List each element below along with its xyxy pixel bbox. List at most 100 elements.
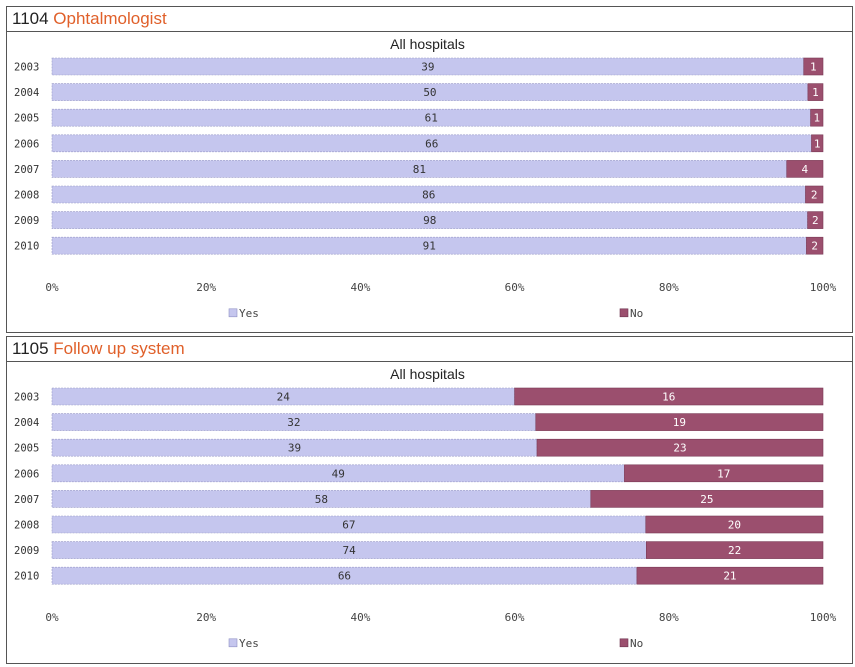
category-label: 2005 xyxy=(14,443,39,455)
bar-yes xyxy=(51,515,647,534)
x-tick-label: 0% xyxy=(45,611,59,624)
bar-no xyxy=(645,515,824,534)
bar-yes xyxy=(51,211,808,229)
bar-yes xyxy=(51,566,638,585)
data-label-no: 2 xyxy=(812,214,819,227)
category-label: 2010 xyxy=(14,571,39,583)
data-label-yes: 66 xyxy=(338,570,351,583)
data-label-no: 1 xyxy=(810,61,817,74)
panel-code: 1105 xyxy=(12,339,49,358)
data-label-yes: 91 xyxy=(423,240,436,253)
bar-no xyxy=(636,566,824,585)
bar-yes xyxy=(51,134,812,153)
data-label-yes: 61 xyxy=(425,112,438,125)
bar-no xyxy=(514,387,824,406)
data-label-no: 1 xyxy=(813,112,820,125)
data-label-yes: 66 xyxy=(425,137,438,150)
bar-yes xyxy=(51,541,647,559)
data-label-no: 16 xyxy=(662,391,675,404)
chart-panel-ophtalmologist: 1104 Ophtalmologist All hospitals 2003 39 1… xyxy=(6,6,853,333)
bar-no xyxy=(590,490,824,508)
data-label-no: 21 xyxy=(723,570,736,583)
stacked-bar-chart: All hospitals 2003 39 1 2004 50 1 2005 61 1 2006 66… xyxy=(14,36,837,320)
legend-yes-label: Yes xyxy=(239,637,259,650)
data-label-yes: 39 xyxy=(288,442,301,455)
x-tick-label: 100% xyxy=(810,281,837,294)
data-label-no: 1 xyxy=(812,86,819,99)
bar-no xyxy=(646,541,824,559)
x-tick-label: 60% xyxy=(505,611,525,624)
category-label: 2004 xyxy=(14,87,39,99)
data-label-no: 4 xyxy=(802,163,809,176)
bar-no xyxy=(807,83,824,101)
data-label-no: 17 xyxy=(717,467,730,480)
category-label: 2007 xyxy=(14,164,39,176)
x-tick-label: 20% xyxy=(196,611,216,624)
x-tick-label: 40% xyxy=(350,611,370,624)
category-label: 2009 xyxy=(14,545,39,557)
legend-yes-label: Yes xyxy=(239,307,259,320)
data-label-yes: 86 xyxy=(422,189,435,202)
data-label-yes: 32 xyxy=(287,416,300,429)
data-label-yes: 67 xyxy=(342,519,355,532)
data-label-no: 19 xyxy=(673,416,686,429)
category-label: 2009 xyxy=(14,215,39,227)
legend-no-label: No xyxy=(630,637,643,650)
bar-no xyxy=(805,185,824,204)
x-tick-label: 0% xyxy=(45,281,59,294)
data-label-yes: 50 xyxy=(423,86,436,99)
category-label: 2007 xyxy=(14,494,39,506)
category-label: 2010 xyxy=(14,241,39,253)
data-label-no: 1 xyxy=(814,137,821,150)
bar-no xyxy=(536,438,824,457)
legend-yes-swatch xyxy=(228,308,238,318)
data-label-yes: 24 xyxy=(277,391,291,404)
data-label-no: 25 xyxy=(700,493,713,506)
bar-no xyxy=(624,464,824,483)
bar-yes xyxy=(51,108,811,127)
chart-title: All hospitals xyxy=(390,36,465,52)
data-label-yes: 98 xyxy=(423,214,436,227)
legend-no-swatch xyxy=(619,638,629,648)
legend-no-swatch xyxy=(619,308,629,318)
data-label-no: 2 xyxy=(811,240,818,253)
category-label: 2003 xyxy=(14,62,39,74)
data-label-yes: 58 xyxy=(315,493,328,506)
panel-header: 1105 Follow up system xyxy=(7,337,852,362)
x-tick-label: 80% xyxy=(659,281,679,294)
data-label-no: 22 xyxy=(728,544,741,557)
bar-yes xyxy=(51,185,806,204)
bar-no xyxy=(803,57,824,76)
category-label: 2005 xyxy=(14,113,39,125)
bar-no xyxy=(810,108,824,127)
x-tick-label: 20% xyxy=(196,281,216,294)
bar-yes xyxy=(51,160,788,178)
data-label-yes: 39 xyxy=(421,61,434,74)
panel-header: 1104 Ophtalmologist xyxy=(7,7,852,32)
panel-topic: Follow up system xyxy=(53,339,185,358)
category-label: 2006 xyxy=(14,138,39,150)
data-label-yes: 81 xyxy=(413,163,426,176)
legend-no-label: No xyxy=(630,307,643,320)
panel-code: 1104 xyxy=(12,9,49,28)
x-tick-label: 60% xyxy=(505,281,525,294)
bar-no xyxy=(535,413,824,431)
data-label-yes: 49 xyxy=(332,467,345,480)
data-label-yes: 74 xyxy=(343,544,357,557)
x-tick-label: 100% xyxy=(810,611,837,624)
data-label-no: 2 xyxy=(811,189,818,202)
bar-no xyxy=(811,134,824,153)
data-label-no: 20 xyxy=(728,519,741,532)
category-label: 2004 xyxy=(14,417,39,429)
bar-no xyxy=(807,211,824,229)
bar-yes xyxy=(51,83,809,101)
bar-no xyxy=(786,160,824,178)
category-label: 2006 xyxy=(14,468,39,480)
chart-panel-follow-up-system: 1105 Follow up system All hospitals 2003 2… xyxy=(6,336,853,664)
panel-topic: Ophtalmologist xyxy=(53,9,167,28)
x-tick-label: 80% xyxy=(659,611,679,624)
category-label: 2008 xyxy=(14,190,39,202)
x-tick-label: 40% xyxy=(350,281,370,294)
legend-yes-swatch xyxy=(228,638,238,648)
